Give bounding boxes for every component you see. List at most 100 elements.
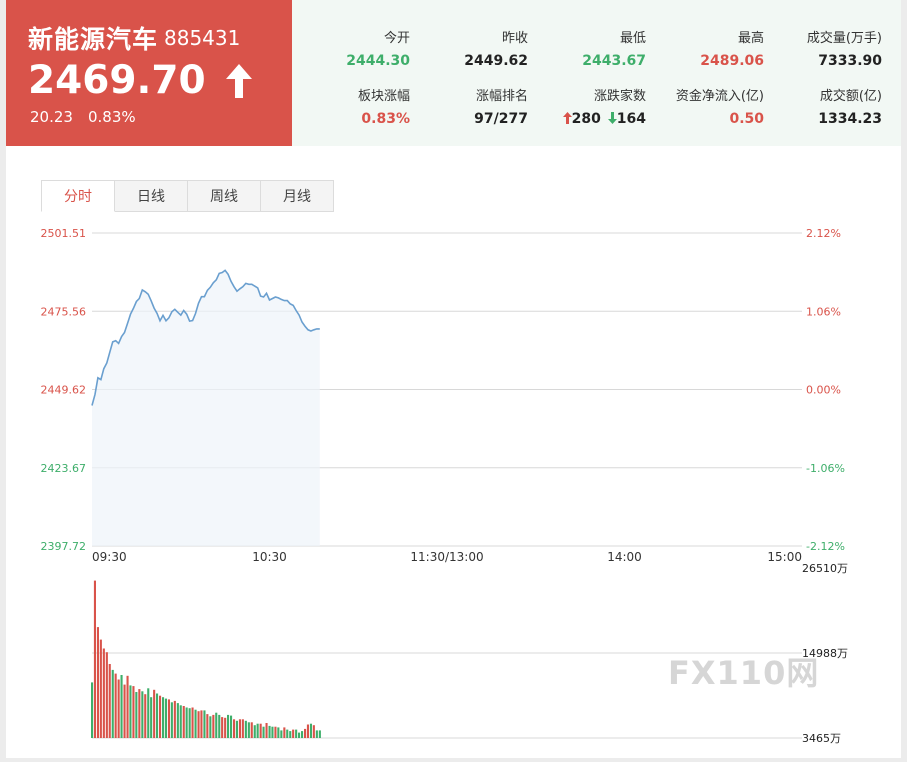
volume-bar [301, 731, 304, 738]
volume-bar [156, 693, 159, 738]
volume-bars [91, 580, 321, 738]
volume-bar [179, 705, 182, 738]
volume-bar [191, 707, 194, 738]
volume-bar [233, 719, 236, 738]
price-area [92, 270, 320, 546]
price-tick-label: 2475.56 [41, 305, 87, 318]
stat-up-down-count: 涨跌家数 280 164 [536, 85, 646, 127]
volume-bar [215, 712, 218, 738]
stat-label: 最高 [737, 31, 764, 46]
volume-bar [123, 684, 126, 738]
volume-bar [250, 722, 253, 738]
volume-bar [286, 729, 289, 738]
volume-bar [153, 689, 156, 738]
volume-bar [312, 725, 315, 738]
volume-bar [309, 723, 312, 738]
volume-bar [315, 730, 318, 738]
tab-daily[interactable]: 日线 [115, 180, 188, 212]
volume-bar [111, 669, 114, 738]
stat-value: 1334.23 [818, 111, 882, 127]
volume-bar [265, 723, 268, 738]
pct-tick-label: -1.06% [806, 462, 845, 475]
volume-bar [126, 675, 129, 738]
volume-bar [283, 727, 286, 738]
pct-tick-label: -2.12% [806, 540, 845, 553]
volume-bar [244, 720, 247, 738]
up-arrow-icon [562, 112, 572, 124]
price-tick-label: 2501.51 [41, 227, 87, 240]
volume-bar [203, 710, 206, 738]
up-arrow-icon [226, 64, 252, 98]
price-tick-label: 2449.62 [41, 384, 87, 397]
volume-bar [117, 679, 120, 738]
stat-turnover: 成交额(亿) 1334.23 [772, 85, 882, 127]
volume-bar [197, 711, 200, 738]
time-tick-label: 10:30 [252, 550, 287, 564]
volume-bar [277, 727, 280, 738]
stat-label: 成交量(万手) [806, 31, 882, 46]
volume-bar [182, 706, 185, 738]
time-tick-label: 09:30 [92, 550, 127, 564]
volume-bar [135, 692, 138, 738]
tab-weekly[interactable]: 周线 [188, 180, 261, 212]
stat-prev-close: 昨收 2449.62 [418, 27, 528, 69]
pct-tick-label: 2.12% [806, 227, 841, 240]
volume-tick-label: 26510万 [802, 562, 848, 575]
volume-bar [159, 695, 162, 738]
stat-label: 成交额(亿) [819, 89, 882, 104]
stat-sector-gain: 板块涨幅 0.83% [300, 85, 410, 127]
volume-bar [105, 652, 108, 738]
volume-bar [185, 707, 188, 738]
pct-tick-label: 0.00% [806, 384, 841, 397]
time-tick-label: 14:00 [607, 550, 642, 564]
stat-value: 7333.90 [818, 53, 882, 69]
stat-gain-rank: 涨幅排名 97/277 [418, 85, 528, 127]
volume-bar [259, 723, 262, 738]
volume-bar [235, 720, 238, 738]
volume-bar [241, 719, 244, 738]
stat-value: 2489.06 [700, 53, 764, 69]
volume-bar [292, 729, 295, 738]
volume-bar [91, 682, 94, 738]
volume-bar [176, 703, 179, 738]
current-price: 2469.70 [28, 58, 206, 103]
volume-bar [206, 714, 209, 738]
volume-bar [108, 664, 111, 738]
volume-bar [280, 730, 283, 738]
volume-bar [268, 725, 271, 738]
quote-header: 新能源汽车 885431 2469.70 20.23 0.83% 今开 2444… [6, 0, 901, 146]
stat-value: 2443.67 [582, 53, 646, 69]
stat-label: 涨跌家数 [593, 89, 646, 104]
volume-bar [230, 715, 233, 738]
volume-bar [253, 725, 256, 738]
stat-open: 今开 2444.30 [300, 27, 410, 69]
stat-net-inflow: 资金净流入(亿) 0.50 [654, 85, 764, 127]
price-tick-label: 2423.67 [41, 462, 87, 475]
volume-bar [212, 714, 215, 738]
pct-axis: 2.12% 1.06% 0.00% -1.06% -2.12% [806, 227, 845, 553]
stat-value: 0.83% [361, 111, 410, 127]
pct-tick-label: 1.06% [806, 305, 841, 318]
tab-intraday[interactable]: 分时 [41, 180, 115, 212]
tab-monthly[interactable]: 月线 [261, 180, 334, 212]
volume-bar [167, 699, 170, 738]
volume-bar [218, 714, 221, 738]
period-tabs: 分时 日线 周线 月线 [41, 180, 334, 212]
stat-label: 昨收 [501, 31, 528, 46]
up-count: 280 [571, 111, 601, 127]
volume-bar [132, 686, 135, 738]
time-tick-label: 15:00 [767, 550, 802, 564]
volume-bar [96, 627, 99, 738]
volume-axis: 26510万 14988万 3465万 [802, 562, 848, 745]
watermark: FX110网 [668, 654, 820, 692]
price-change-pct: 0.83% [88, 108, 136, 126]
volume-bar [224, 717, 227, 738]
volume-bar [306, 724, 309, 738]
volume-bar [141, 691, 144, 738]
volume-bar [170, 702, 173, 738]
volume-bar [256, 723, 259, 738]
volume-bar [173, 700, 176, 738]
time-tick-label: 11:30/13:00 [410, 550, 483, 564]
stat-value: 2444.30 [346, 53, 410, 69]
